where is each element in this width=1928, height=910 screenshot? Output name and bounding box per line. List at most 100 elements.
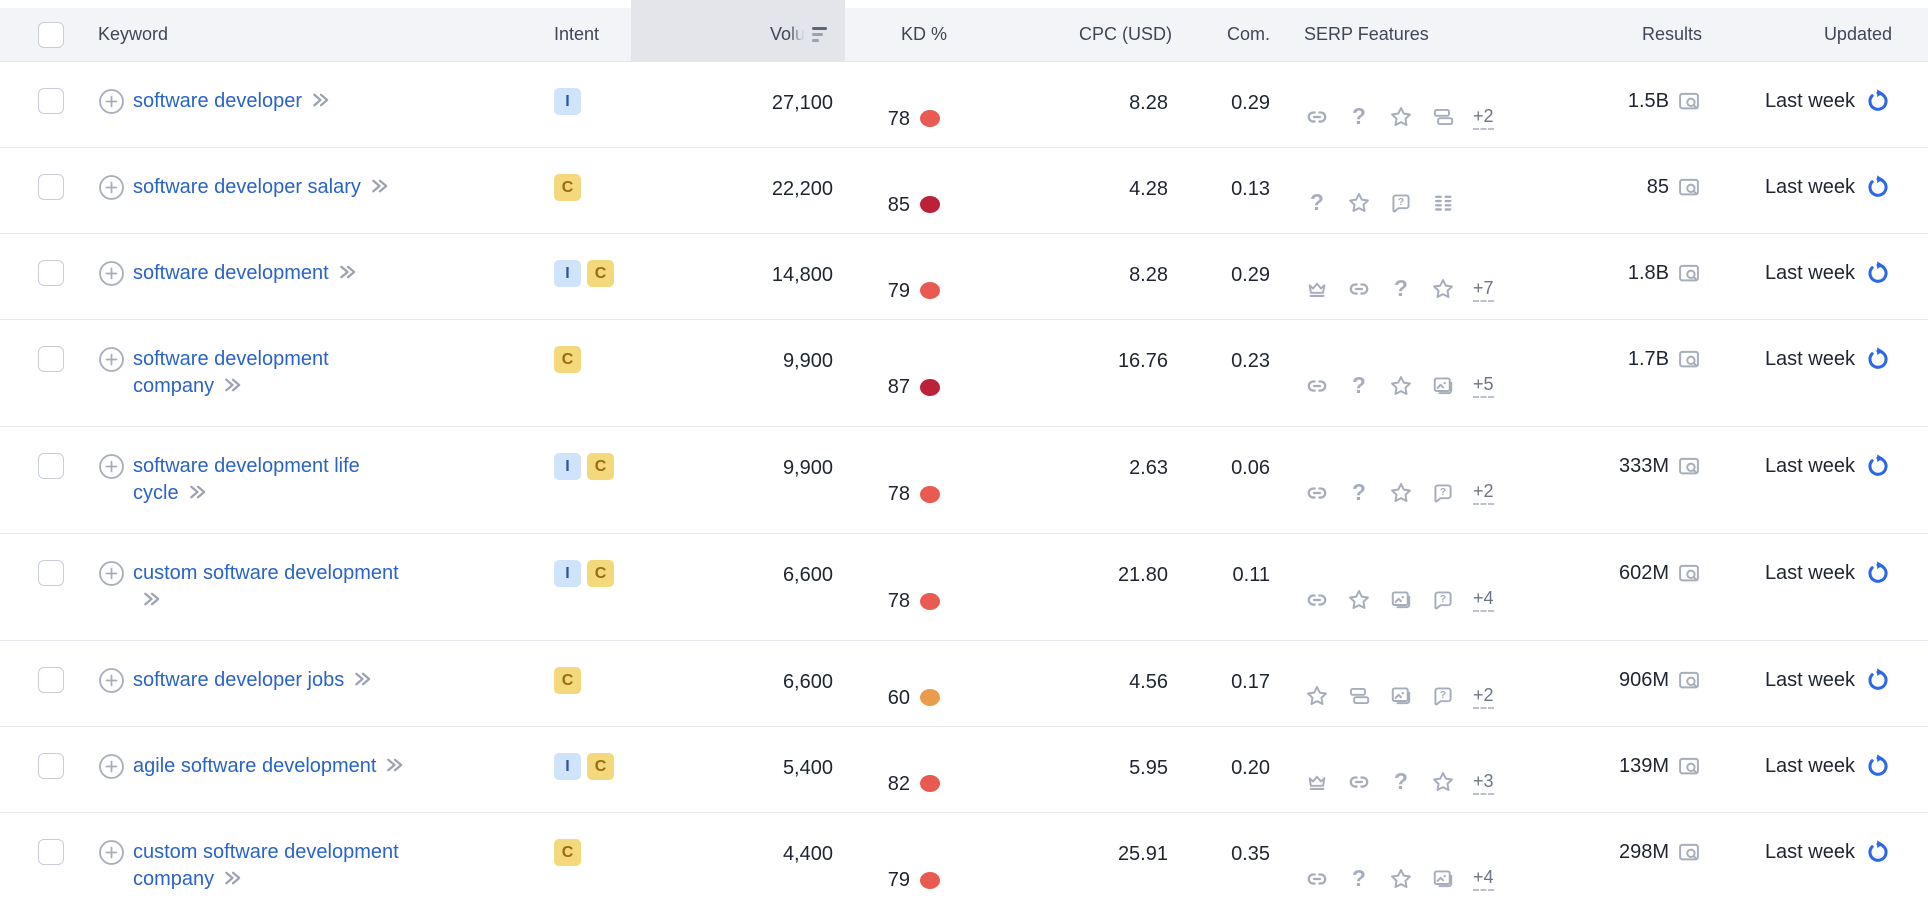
- link-icon[interactable]: [1346, 769, 1372, 795]
- faq-icon[interactable]: ?: [1430, 480, 1456, 506]
- refresh-icon[interactable]: [1864, 559, 1892, 587]
- header-volume-sorted[interactable]: Volu: [631, 8, 845, 61]
- row-checkbox[interactable]: [38, 753, 64, 779]
- header-keyword[interactable]: Keyword: [78, 8, 552, 61]
- add-to-list-icon[interactable]: [98, 453, 125, 480]
- sitelinks-icon[interactable]: [1430, 104, 1456, 130]
- link-icon[interactable]: [1304, 866, 1330, 892]
- header-results[interactable]: Results: [1580, 8, 1714, 61]
- keyword-link[interactable]: cycle: [133, 482, 179, 504]
- keyword-link[interactable]: custom software development: [133, 562, 399, 584]
- refresh-icon[interactable]: [1864, 345, 1892, 373]
- question-icon[interactable]: ?: [1388, 769, 1414, 795]
- link-icon[interactable]: [1304, 587, 1330, 613]
- keyword-link[interactable]: software developer: [133, 90, 302, 112]
- keyword-link[interactable]: software development: [133, 348, 329, 370]
- star-icon[interactable]: [1346, 587, 1372, 613]
- expand-keyword-icon[interactable]: [222, 868, 243, 895]
- add-to-list-icon[interactable]: [98, 174, 125, 201]
- add-to-list-icon[interactable]: [98, 839, 125, 866]
- row-checkbox[interactable]: [38, 560, 64, 586]
- header-cpc[interactable]: CPC (USD): [955, 8, 1174, 61]
- link-icon[interactable]: [1304, 104, 1330, 130]
- select-all-checkbox[interactable]: [38, 21, 64, 48]
- header-intent[interactable]: Intent: [552, 8, 631, 61]
- expand-keyword-icon[interactable]: [352, 669, 373, 696]
- serp-more-count[interactable]: +4: [1473, 866, 1494, 891]
- refresh-icon[interactable]: [1864, 452, 1892, 480]
- star-icon[interactable]: [1388, 373, 1414, 399]
- crown-icon[interactable]: [1304, 276, 1330, 302]
- add-to-list-icon[interactable]: [98, 260, 125, 287]
- star-icon[interactable]: [1304, 683, 1330, 709]
- keyword-link[interactable]: company: [133, 868, 215, 890]
- serp-preview-icon[interactable]: [1676, 88, 1702, 114]
- expand-keyword-icon[interactable]: [141, 589, 162, 616]
- question-icon[interactable]: ?: [1346, 480, 1372, 506]
- serp-preview-icon[interactable]: [1676, 839, 1702, 865]
- serp-more-count[interactable]: +2: [1473, 684, 1494, 709]
- faq-icon[interactable]: ?: [1430, 587, 1456, 613]
- serp-more-count[interactable]: +7: [1473, 277, 1494, 302]
- serp-preview-icon[interactable]: [1676, 453, 1702, 479]
- serp-more-count[interactable]: +3: [1473, 770, 1494, 795]
- row-checkbox[interactable]: [38, 667, 64, 693]
- keyword-link[interactable]: agile software development: [133, 755, 377, 777]
- serp-preview-icon[interactable]: [1676, 667, 1702, 693]
- row-checkbox[interactable]: [38, 88, 64, 114]
- add-to-list-icon[interactable]: [98, 560, 125, 587]
- keyword-link[interactable]: software developer jobs: [133, 669, 345, 691]
- refresh-icon[interactable]: [1864, 752, 1892, 780]
- star-icon[interactable]: [1388, 104, 1414, 130]
- serp-more-count[interactable]: +2: [1473, 480, 1494, 505]
- expand-keyword-icon[interactable]: [384, 755, 405, 782]
- question-icon[interactable]: ?: [1388, 276, 1414, 302]
- row-checkbox[interactable]: [38, 453, 64, 479]
- row-checkbox[interactable]: [38, 839, 64, 865]
- header-serp-features[interactable]: SERP Features: [1274, 8, 1580, 61]
- image-icon[interactable]: [1388, 683, 1414, 709]
- header-kd[interactable]: KD %: [845, 8, 955, 61]
- serp-preview-icon[interactable]: [1676, 560, 1702, 586]
- link-icon[interactable]: [1304, 373, 1330, 399]
- row-checkbox[interactable]: [38, 174, 64, 200]
- expand-keyword-icon[interactable]: [222, 375, 243, 402]
- link-icon[interactable]: [1304, 480, 1330, 506]
- refresh-icon[interactable]: [1864, 87, 1892, 115]
- serp-more-count[interactable]: +4: [1473, 587, 1494, 612]
- row-checkbox[interactable]: [38, 260, 64, 286]
- refresh-icon[interactable]: [1864, 259, 1892, 287]
- serp-preview-icon[interactable]: [1676, 260, 1702, 286]
- add-to-list-icon[interactable]: [98, 753, 125, 780]
- link-icon[interactable]: [1346, 276, 1372, 302]
- star-icon[interactable]: [1346, 190, 1372, 216]
- add-to-list-icon[interactable]: [98, 667, 125, 694]
- expand-keyword-icon[interactable]: [310, 90, 331, 117]
- header-updated[interactable]: Updated: [1714, 8, 1928, 61]
- star-icon[interactable]: [1388, 480, 1414, 506]
- add-to-list-icon[interactable]: [98, 346, 125, 373]
- image-icon[interactable]: [1430, 373, 1456, 399]
- star-icon[interactable]: [1430, 276, 1456, 302]
- serp-preview-icon[interactable]: [1676, 174, 1702, 200]
- refresh-icon[interactable]: [1864, 666, 1892, 694]
- star-icon[interactable]: [1388, 866, 1414, 892]
- serp-more-count[interactable]: +5: [1473, 373, 1494, 398]
- star-icon[interactable]: [1430, 769, 1456, 795]
- keyword-link[interactable]: software development life: [133, 455, 360, 477]
- add-to-list-icon[interactable]: [98, 88, 125, 115]
- serp-preview-icon[interactable]: [1676, 346, 1702, 372]
- refresh-icon[interactable]: [1864, 173, 1892, 201]
- question-icon[interactable]: ?: [1304, 190, 1330, 216]
- expand-keyword-icon[interactable]: [337, 262, 358, 289]
- image-icon[interactable]: [1388, 587, 1414, 613]
- faq-icon[interactable]: ?: [1430, 683, 1456, 709]
- image-icon[interactable]: [1430, 866, 1456, 892]
- expand-keyword-icon[interactable]: [369, 176, 390, 203]
- keyword-link[interactable]: software development: [133, 262, 329, 284]
- row-checkbox[interactable]: [38, 346, 64, 372]
- sitelinks-icon[interactable]: [1346, 683, 1372, 709]
- expand-keyword-icon[interactable]: [187, 482, 208, 509]
- question-icon[interactable]: ?: [1346, 866, 1372, 892]
- question-icon[interactable]: ?: [1346, 373, 1372, 399]
